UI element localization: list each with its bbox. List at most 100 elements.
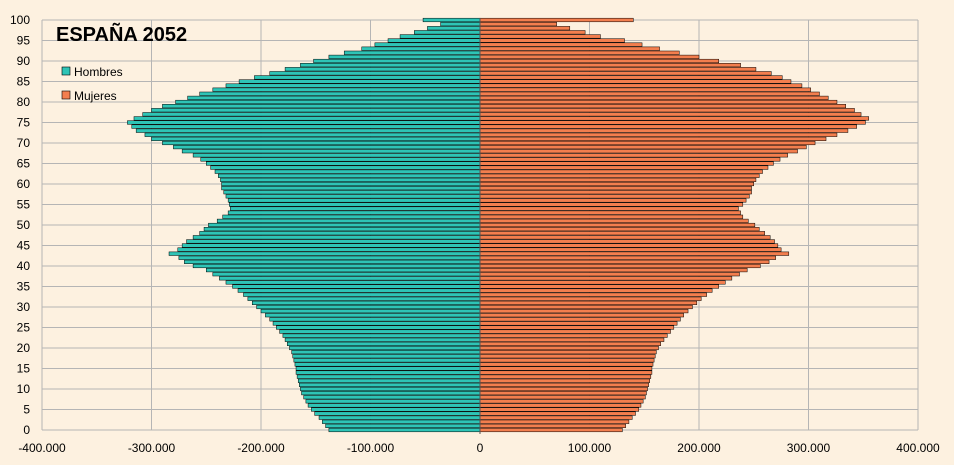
bar-hombres [232, 284, 481, 289]
y-tick-label: 50 [17, 218, 31, 232]
bar-mujeres [479, 411, 636, 416]
bar-hombres [294, 362, 481, 367]
bar-mujeres [479, 415, 633, 420]
legend: Hombres Mujeres [61, 65, 123, 103]
bar-mujeres [479, 403, 642, 408]
y-tick-label: 100 [10, 13, 30, 27]
bar-mujeres [479, 382, 649, 387]
y-tick-label: 30 [17, 300, 31, 314]
bar-hombres [192, 235, 481, 240]
axes: 0 5 10 15 20 25 30 35 40 45 50 55 60 65 70 75 80 85 90 95 10… [10, 13, 940, 455]
bar-mujeres [479, 243, 779, 248]
bar-mujeres [479, 317, 681, 322]
x-tick-label: 100.000 [568, 441, 612, 455]
y-tick-label: 0 [23, 423, 30, 437]
bar-mujeres [479, 17, 634, 23]
bar-hombres [199, 231, 481, 236]
bar-hombres [343, 50, 481, 55]
bar-mujeres [479, 239, 775, 244]
bar-hombres [200, 157, 481, 162]
bar-hombres [293, 358, 481, 363]
bar-hombres [212, 272, 481, 277]
bar-hombres [221, 186, 481, 191]
bar-hombres [287, 341, 481, 346]
bar-mujeres [479, 227, 760, 232]
bar-mujeres [479, 181, 754, 187]
bar-hombres [300, 63, 481, 68]
bar-hombres [374, 42, 481, 47]
bar-mujeres [479, 63, 741, 68]
bar-mujeres [479, 75, 783, 80]
bar-hombres [225, 83, 481, 88]
bar-mujeres [479, 350, 657, 355]
y-tick-label: 45 [17, 239, 31, 253]
x-tick-label: 300.000 [787, 441, 831, 455]
bar-mujeres [479, 362, 654, 367]
bar-mujeres [479, 169, 763, 174]
bar-mujeres [479, 108, 855, 113]
bar-hombres [206, 161, 481, 166]
bar-hombres [305, 399, 481, 404]
bar-hombres [222, 214, 481, 219]
bar-hombres [265, 313, 481, 318]
bar-hombres [296, 374, 481, 379]
bar-mujeres [479, 300, 698, 305]
bar-mujeres [479, 54, 700, 59]
bar-mujeres [479, 407, 640, 412]
bar-hombres [238, 79, 481, 84]
y-tick-label: 20 [17, 341, 31, 355]
bar-hombres [151, 136, 481, 141]
bar-mujeres [479, 214, 744, 219]
bar-hombres [221, 181, 481, 187]
bar-hombres [260, 309, 481, 314]
bar-hombres [427, 26, 481, 31]
bar-hombres [131, 124, 481, 129]
bar-mujeres [479, 87, 811, 92]
bar-hombres [219, 276, 481, 281]
bar-mujeres [479, 304, 693, 310]
x-tick-label: -400.000 [18, 441, 66, 455]
bar-mujeres [479, 140, 816, 146]
y-tick-label: 80 [17, 95, 31, 109]
bar-hombres [303, 395, 481, 400]
bar-mujeres [479, 124, 857, 129]
bar-hombres [251, 300, 481, 305]
y-tick-label: 35 [17, 280, 31, 294]
bar-mujeres [479, 280, 726, 285]
y-tick-label: 55 [17, 198, 31, 212]
bar-mujeres [479, 427, 623, 433]
bar-mujeres [479, 296, 702, 301]
bar-mujeres [479, 165, 769, 170]
bar-mujeres [479, 202, 744, 207]
bar-mujeres [479, 309, 689, 314]
bar-mujeres [479, 206, 739, 211]
bar-hombres [184, 259, 481, 264]
bar-hombres [254, 75, 481, 80]
bar-mujeres [479, 337, 665, 342]
legend-label-mujeres: Mujeres [74, 89, 117, 103]
bar-hombres [387, 38, 481, 43]
y-tick-label: 75 [17, 116, 31, 130]
x-tick-label: 200.000 [677, 441, 721, 455]
bar-mujeres [479, 190, 752, 195]
bar-hombres [227, 198, 481, 203]
bar-hombres [192, 263, 481, 269]
bar-hombres [440, 22, 481, 27]
bar-mujeres [479, 50, 680, 55]
bar-hombres [299, 382, 481, 387]
bar-hombres [314, 411, 481, 416]
bar-mujeres [479, 251, 790, 256]
bar-hombres [230, 206, 481, 211]
bar-mujeres [479, 79, 792, 84]
bar-hombres [291, 350, 481, 355]
y-tick-label: 65 [17, 157, 31, 171]
bar-mujeres [479, 395, 646, 400]
bar-hombres [223, 190, 481, 195]
bar-hombres [322, 419, 481, 424]
bar-hombres [247, 296, 481, 301]
bar-hombres [181, 243, 481, 248]
bar-hombres [214, 169, 481, 174]
bar-mujeres [479, 149, 798, 154]
bar-hombres [243, 292, 481, 297]
bar-hombres [216, 218, 481, 223]
